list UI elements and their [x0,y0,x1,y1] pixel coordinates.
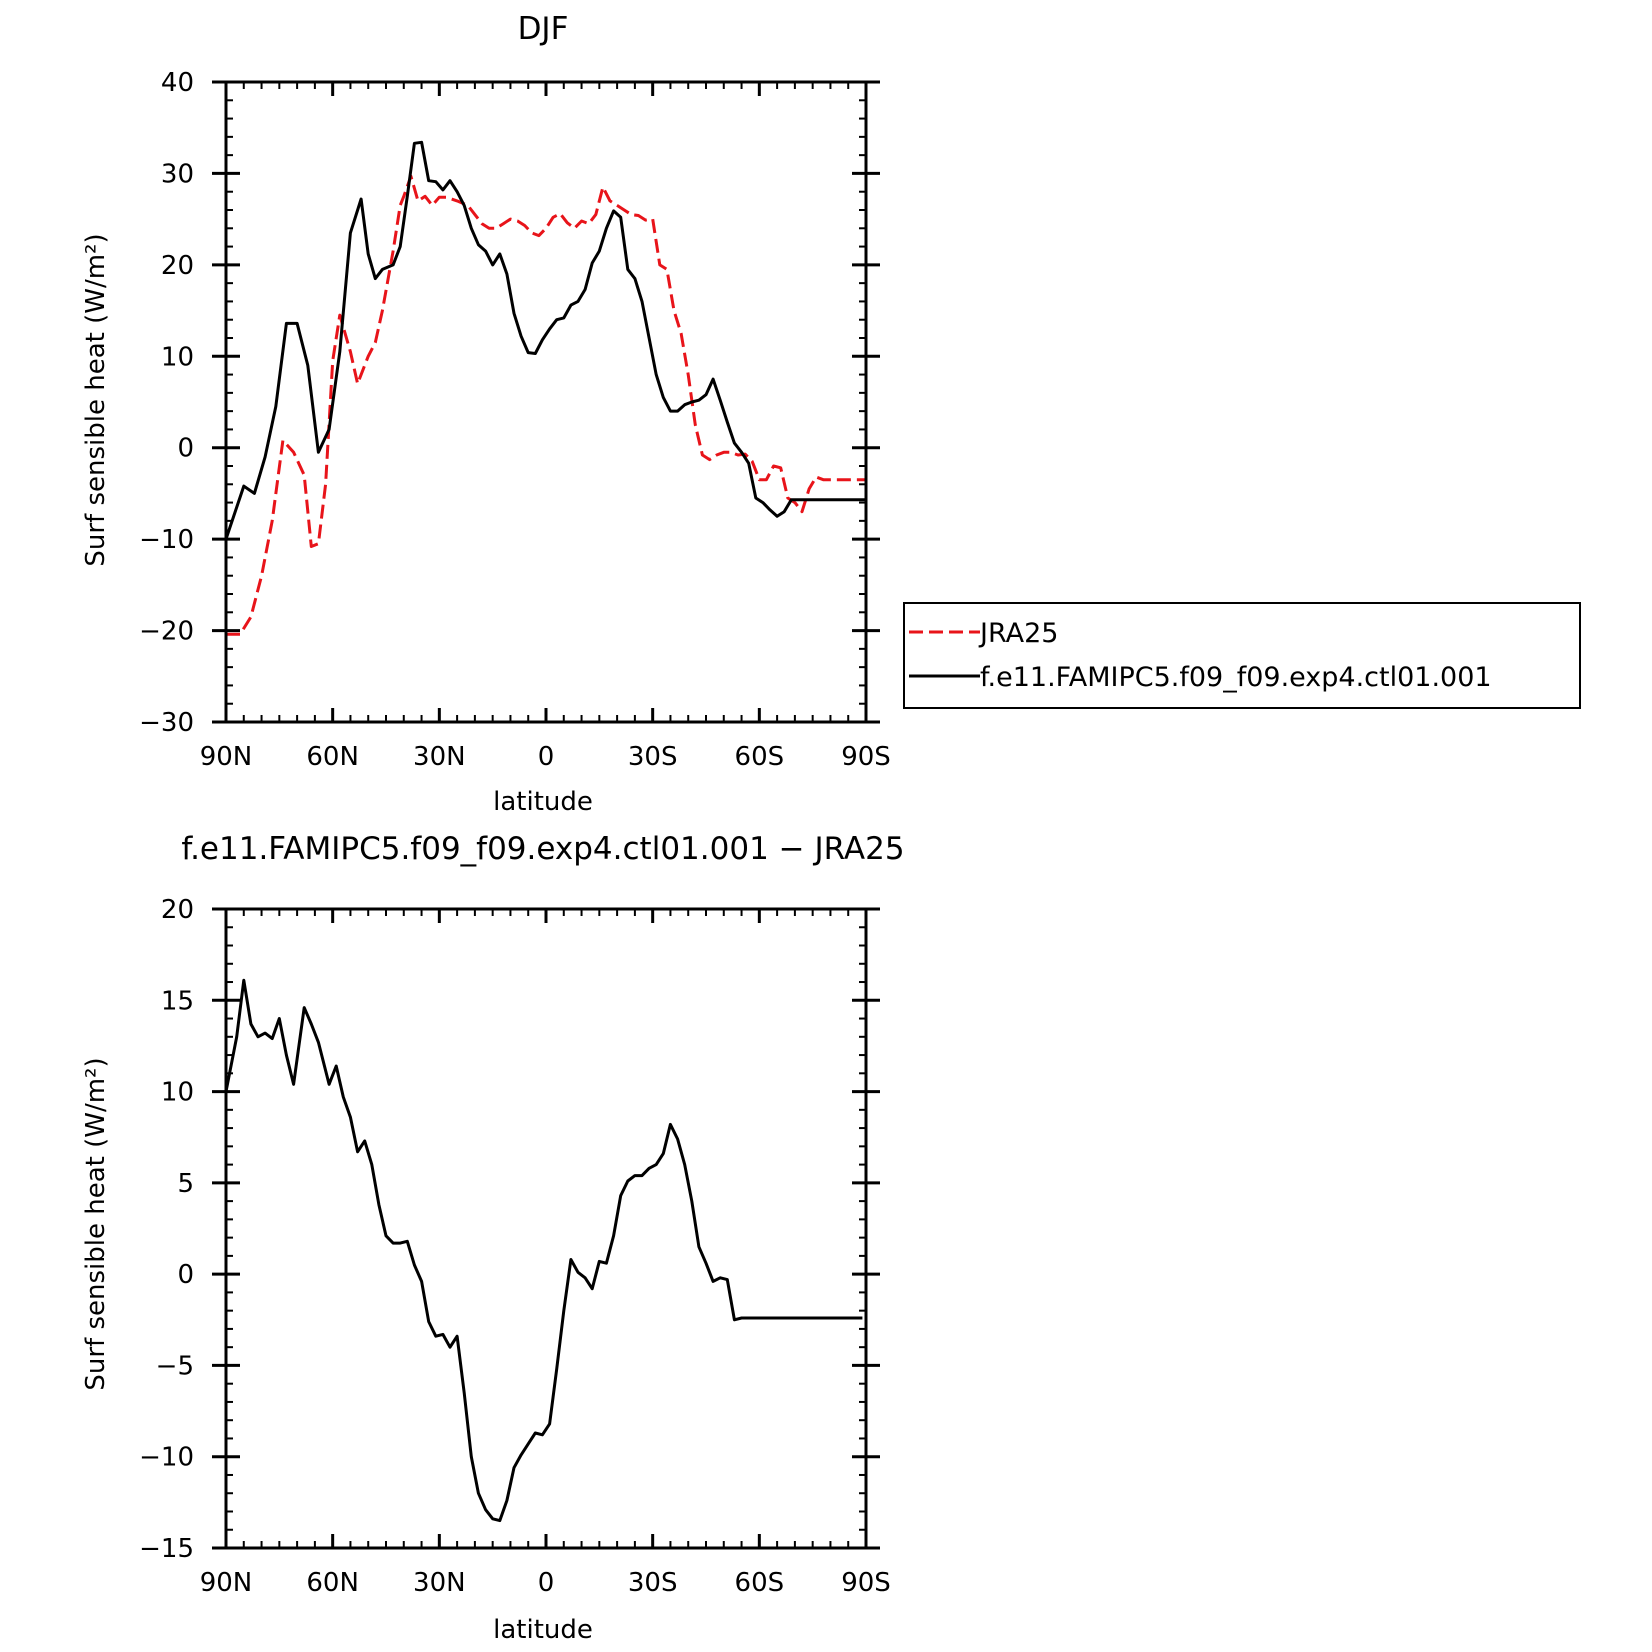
top-panel-y-axis-title: Surf sensible heat (W/m²) [81,233,111,566]
top-panel-x-tick-labels: 90N 60N 30N 0 30S 60S 90S [200,742,891,772]
y-tick-label: 5 [177,1169,194,1199]
x-tick-label: 30N [413,742,466,772]
x-tick-label: 60S [735,1568,785,1598]
top-panel-series [224,140,866,636]
bottom-panel-y-tick-labels: −15 −10 −5 0 5 10 15 20 [139,895,194,1564]
series-line-jra25 [226,174,866,636]
bottom-panel-x-axis-title: latitude [493,1615,593,1645]
top-panel-x-axis-title: latitude [493,787,593,817]
x-tick-label: 30S [628,742,678,772]
y-tick-label: −15 [139,1534,194,1564]
x-tick-label: 90S [841,742,891,772]
legend-label-model: f.e11.FAMIPC5.f09_f09.exp4.ctl01.001 [980,662,1492,693]
x-tick-label: 0 [538,742,555,772]
bottom-panel-x-tick-labels: 90N 60N 30N 0 30S 60S 90S [200,1568,891,1598]
bottom-panel-y-axis-title: Surf sensible heat (W/m²) [81,1057,111,1390]
y-tick-label: 15 [161,986,194,1016]
x-tick-label: 90N [200,1568,253,1598]
y-tick-label: 20 [161,251,194,281]
y-tick-label: 10 [161,1078,194,1108]
x-tick-label: 60N [306,742,359,772]
bottom-panel-y-axis-units: (W/m²) [81,1057,111,1148]
x-tick-label: 30S [628,1568,678,1598]
y-tick-label: 40 [161,68,194,98]
bottom-panel-ticks [212,907,880,1550]
legend: JRA25 f.e11.FAMIPC5.f09_f09.exp4.ctl01.0… [903,602,1581,709]
x-tick-label: 90S [841,1568,891,1598]
x-tick-label: 90N [200,742,253,772]
y-tick-label: −30 [139,708,194,738]
x-tick-label: 0 [538,1568,555,1598]
x-tick-label: 60S [735,742,785,772]
top-panel-y-axis-units: (W/m²) [81,233,111,324]
top-panel-y-axis-name: Surf sensible heat [81,332,111,566]
top-panel-y-tick-labels: −30 −20 −10 0 10 20 30 40 [139,68,194,738]
top-panel-frame [224,80,868,724]
x-tick-label: 30N [413,1568,466,1598]
y-tick-label: −10 [139,1443,194,1473]
y-tick-label: −10 [139,525,194,555]
y-tick-label: 10 [161,342,194,372]
series-line-model [224,140,866,540]
y-tick-label: 20 [161,895,194,925]
y-tick-label: 30 [161,159,194,189]
bottom-panel-title: f.e11.FAMIPC5.f09_f09.exp4.ctl01.001 − J… [181,831,904,867]
bottom-panel: f.e11.FAMIPC5.f09_f09.exp4.ctl01.001 − J… [81,831,905,1645]
series-line-difference [224,978,863,1523]
top-panel: DJF 90N 60N 30N 0 30S 60S 90S −30 −20 −10 0 10 20 30… [81,11,891,817]
y-tick-label: 0 [177,434,194,464]
y-tick-label: −20 [139,617,194,647]
bottom-panel-series [224,978,863,1523]
y-tick-label: 0 [177,1260,194,1290]
x-tick-label: 60N [306,1568,359,1598]
y-tick-label: −5 [156,1351,194,1381]
legend-box [903,602,1581,709]
bottom-panel-frame [224,907,868,1550]
legend-label-jra25: JRA25 [978,618,1058,649]
bottom-panel-y-axis-name: Surf sensible heat [81,1156,111,1390]
top-panel-title: DJF [518,11,569,47]
